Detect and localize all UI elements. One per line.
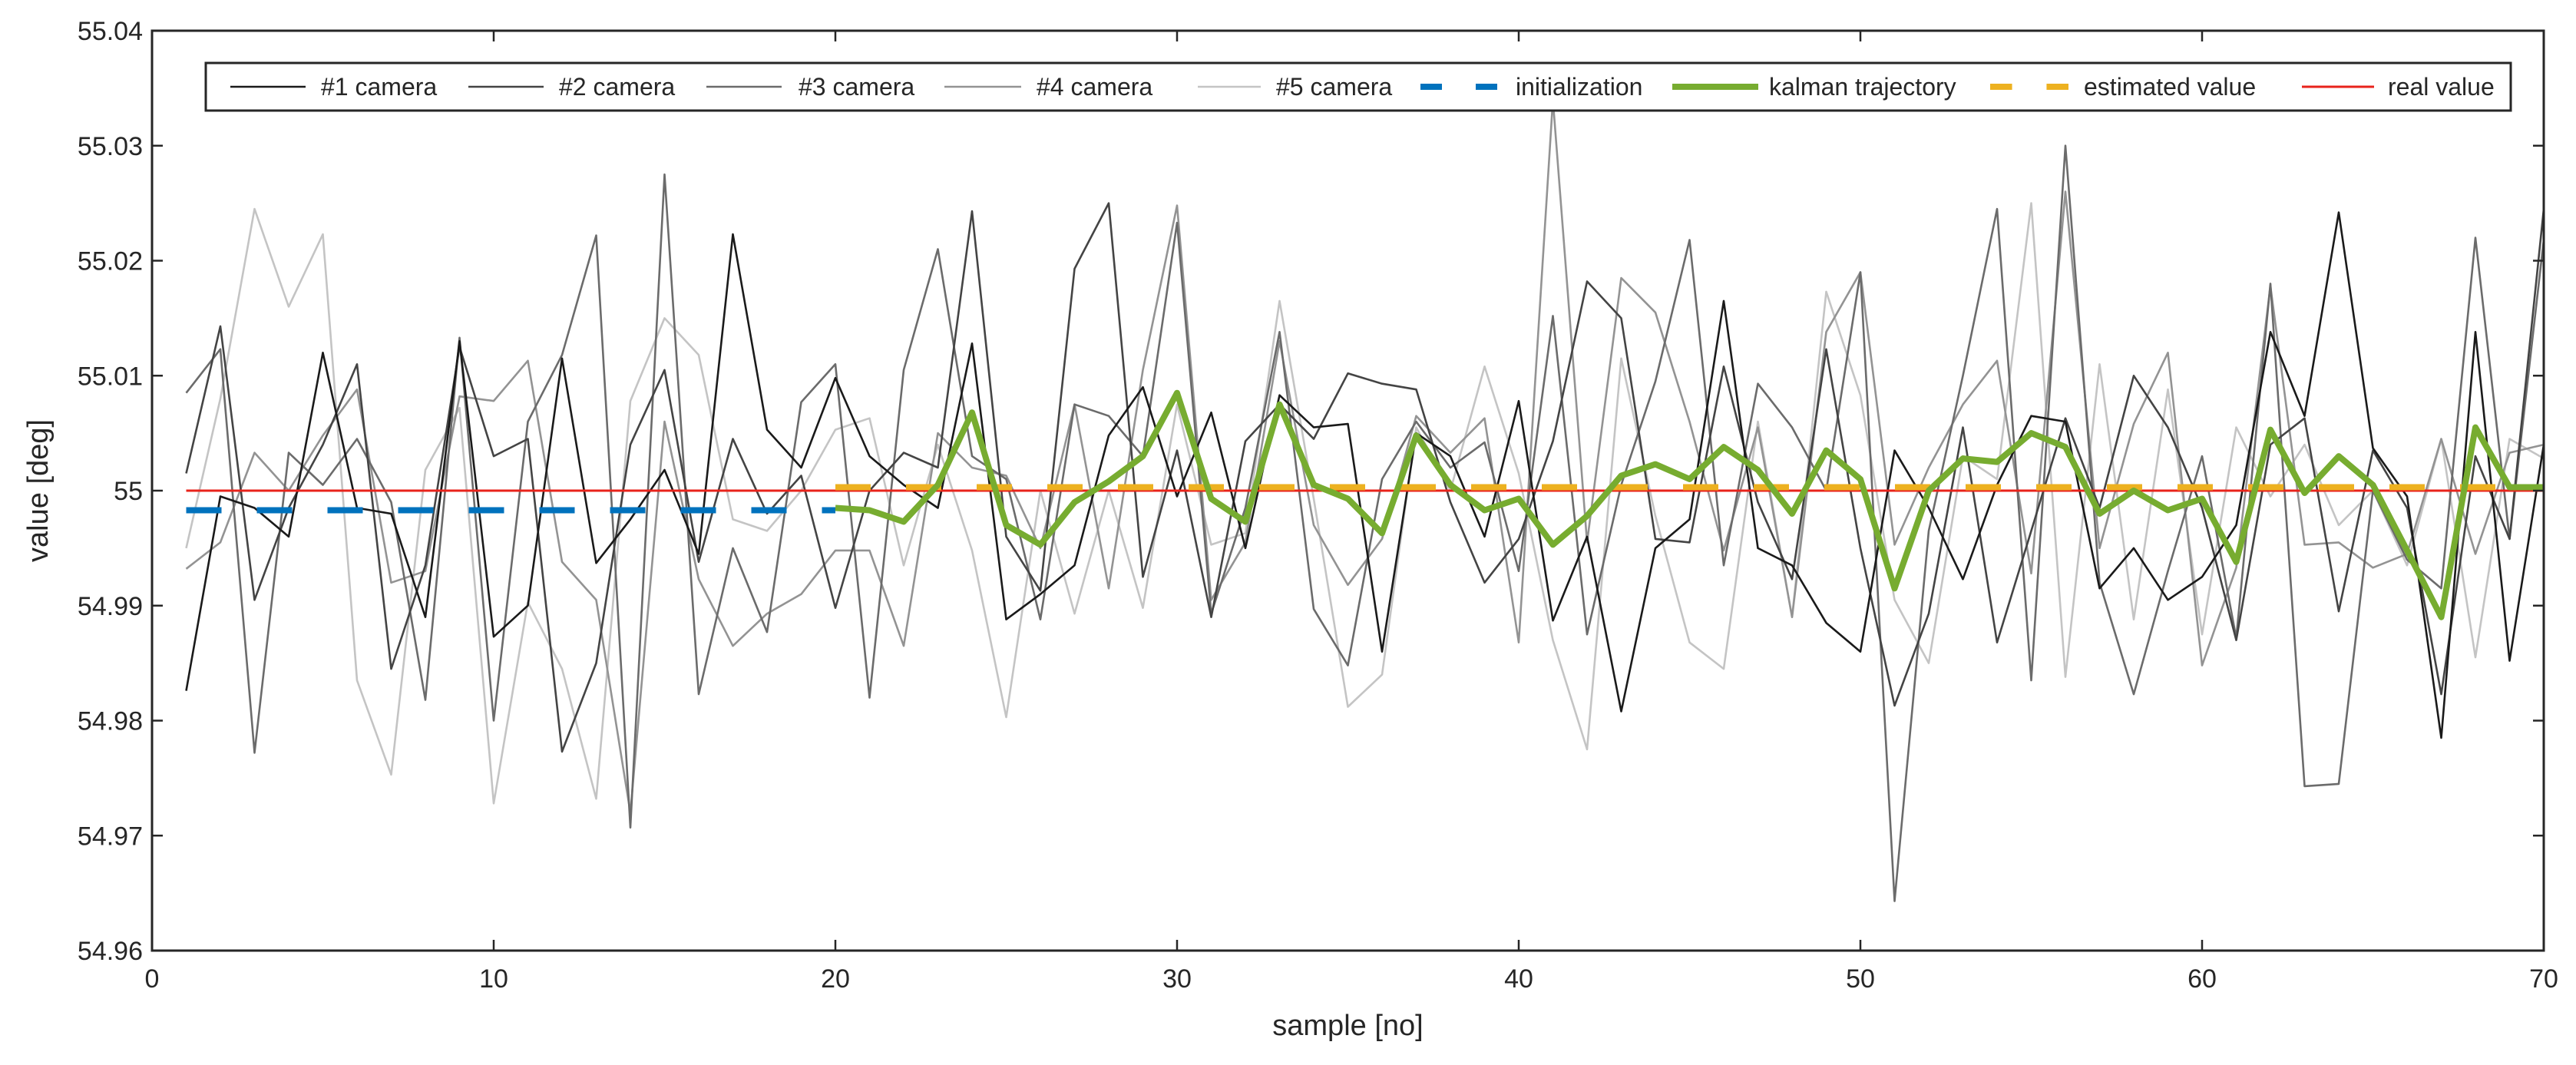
legend-label-3-camera: #3 camera [799, 73, 914, 101]
x-tick-label: 0 [145, 964, 160, 994]
legend-label-initialization: initialization [1516, 73, 1642, 101]
series-layer [185, 98, 2545, 902]
series-line-3-camera [185, 144, 2545, 902]
legend-label-estimated-value: estimated value [2084, 73, 2256, 101]
y-tick-label: 55 [114, 477, 143, 506]
series-line-2-camera [185, 202, 2545, 753]
y-tick-label: 54.99 [78, 592, 143, 621]
y-tick-label: 55.03 [78, 132, 143, 161]
x-tick-label: 70 [2529, 964, 2558, 994]
legend-box [204, 61, 2512, 112]
legend-label-2-camera: #2 camera [559, 73, 675, 101]
axis-ticks: 0 10 20 30 40 50 60 70 54.96 54.97 54.98 54.99 55 55.… [78, 17, 2558, 994]
y-tick-label: 54.96 [78, 937, 143, 966]
legend-label-kalman-trajectory: kalman trajectory [1769, 73, 1956, 101]
series-line-5-camera [185, 202, 2545, 805]
legend-label-real-value: real value [2388, 73, 2495, 101]
x-axis-label: sample [no] [1272, 1010, 1423, 1042]
x-tick-label: 50 [1846, 964, 1875, 994]
y-axis-label: value [deg] [22, 419, 55, 562]
y-tick-label: 55.04 [78, 17, 143, 46]
y-tick-label: 54.98 [78, 707, 143, 736]
x-tick-label: 10 [479, 964, 508, 994]
x-tick-label: 20 [821, 964, 850, 994]
y-tick-label: 54.97 [78, 822, 143, 851]
y-tick-label: 55.01 [78, 362, 143, 391]
series-line-kalman-trajectory [835, 389, 2544, 620]
legend: #1 camera #2 camera #3 camera #4 camera #5 c… [204, 61, 2512, 112]
legend-label-4-camera: #4 camera [1037, 73, 1152, 101]
x-tick-label: 60 [2187, 964, 2217, 994]
series-line-1-camera [185, 211, 2545, 739]
legend-label-1-camera: #1 camera [321, 73, 437, 101]
x-tick-label: 30 [1162, 964, 1192, 994]
x-tick-label: 40 [1504, 964, 1533, 994]
y-tick-label: 55.02 [78, 247, 143, 276]
series-line-4-camera [185, 98, 2545, 814]
legend-label-5-camera: #5 camera [1276, 73, 1392, 101]
